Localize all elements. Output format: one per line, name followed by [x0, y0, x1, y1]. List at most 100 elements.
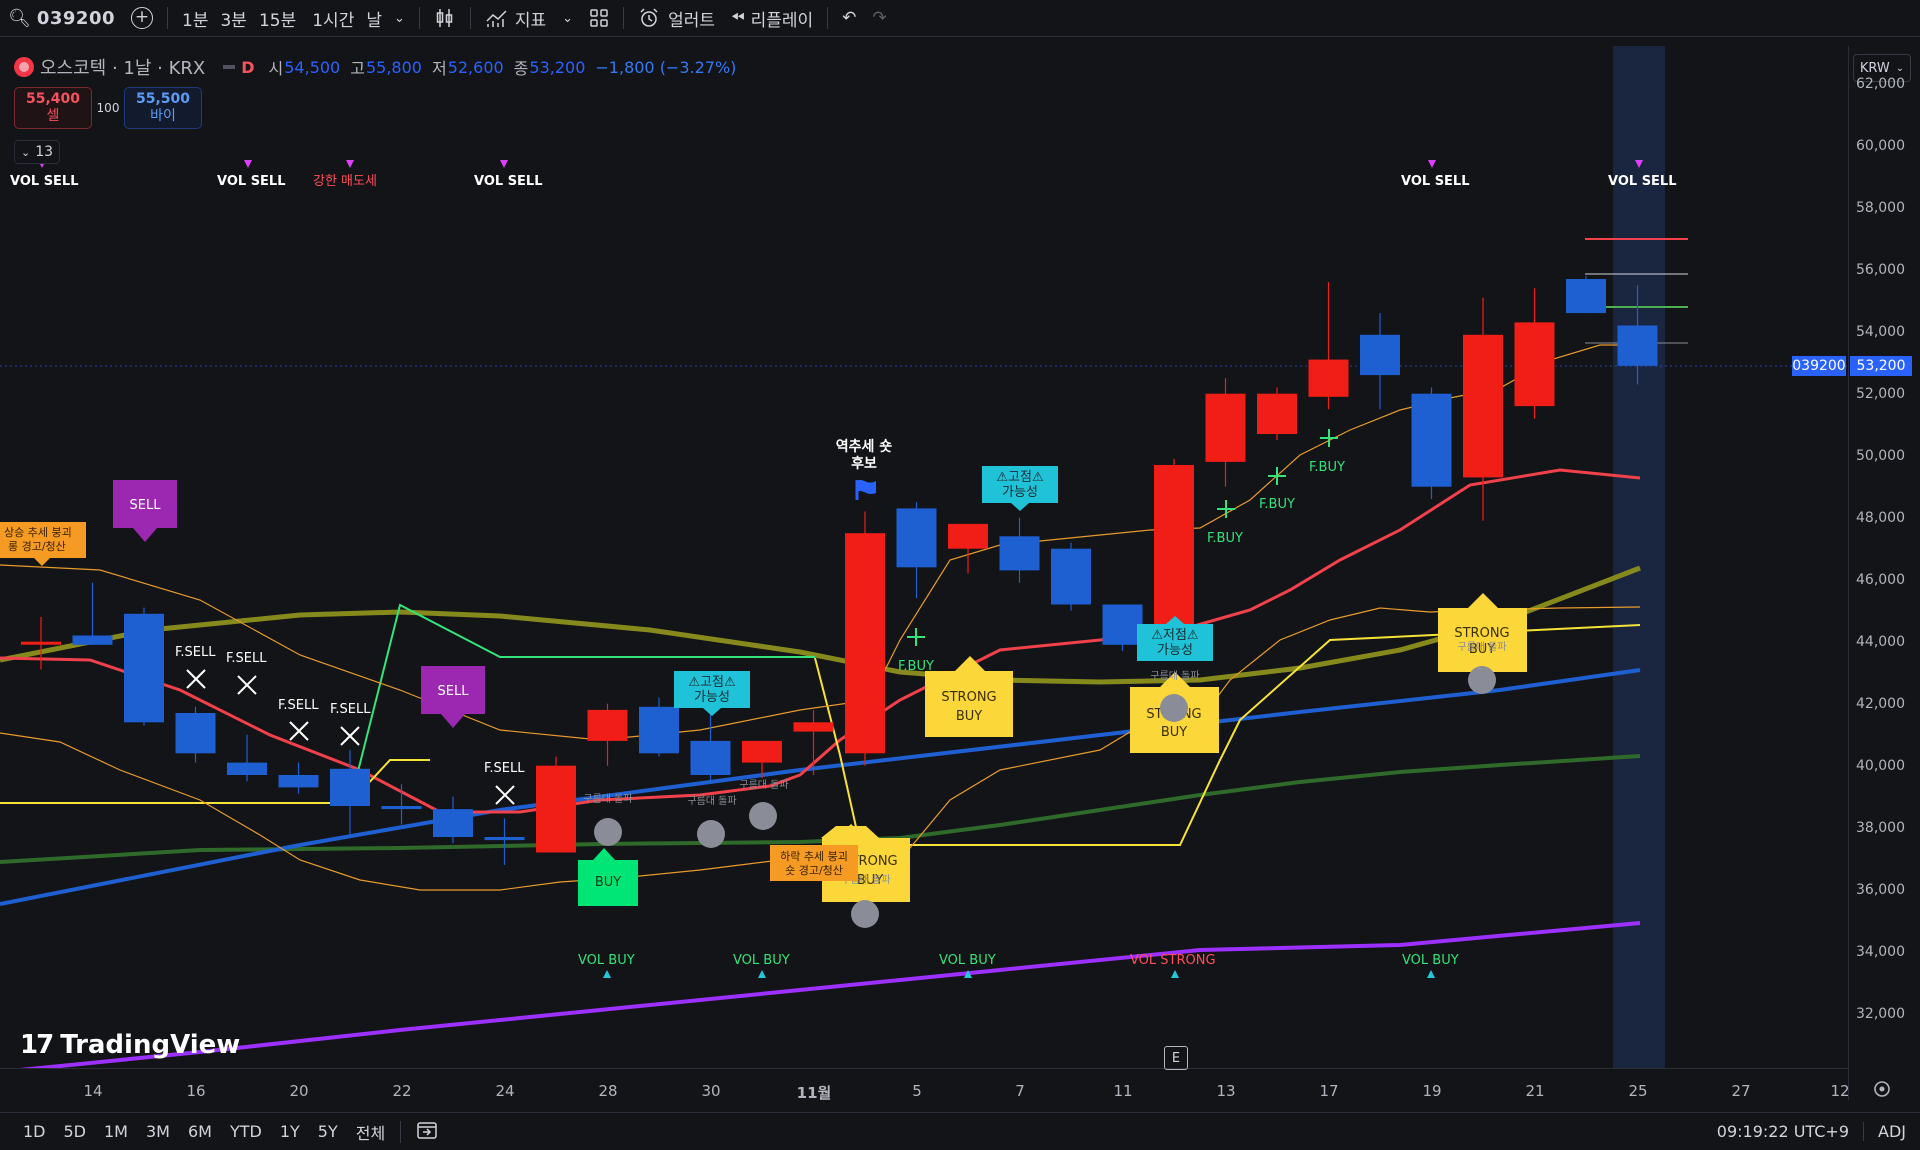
undo-button[interactable]: ↶	[834, 0, 864, 36]
candle-body[interactable]	[587, 709, 628, 741]
interval-dropdown[interactable]: ⌄	[386, 0, 413, 36]
time-axis-label: 20	[289, 1082, 309, 1100]
chart-pane[interactable]: VOL SELL VOL SELL 강한 매도세 VOL SELL VOL SE…	[0, 46, 1848, 1100]
candle-body[interactable]	[793, 722, 834, 732]
interval-1m[interactable]: 1분	[182, 10, 209, 31]
vol-sell-arrow	[244, 160, 252, 168]
svg-text:STRONG: STRONG	[941, 690, 996, 705]
time-scale[interactable]	[0, 1068, 1848, 1103]
price-axis-label: 46,000	[1856, 572, 1905, 588]
candle-body[interactable]	[948, 523, 988, 549]
top-toolbar: 🔍︎ 039200 + 1분 3분 15분 1시간 날 ⌄ 지표 ⌄ 얼러트 ⏪…	[0, 0, 1920, 37]
templates-dropdown[interactable]: ⌄	[554, 0, 581, 36]
buy-button[interactable]: 55,500 바이	[124, 87, 202, 129]
time-axis-label: 13	[1216, 1082, 1236, 1100]
time-axis-label: 28	[598, 1082, 618, 1100]
candle-body[interactable]	[1051, 548, 1091, 605]
range-all[interactable]: 전체	[355, 1123, 386, 1143]
legend-symbol-name[interactable]: 오스코텍 · 1날 · KRX	[40, 58, 206, 79]
currency-selector[interactable]: KRW ⌄	[1853, 54, 1911, 82]
svg-text:숏 경고/청산: 숏 경고/청산	[785, 864, 843, 877]
redo-button[interactable]: ↷	[864, 0, 894, 36]
quantity-field[interactable]: 100	[96, 101, 120, 115]
price-axis-label: 32,000	[1856, 1006, 1905, 1022]
earnings-marker[interactable]: E	[1164, 1046, 1188, 1070]
svg-text:F.BUY: F.BUY	[1207, 531, 1243, 546]
candle-body[interactable]	[1308, 359, 1349, 397]
candle-body[interactable]	[330, 768, 370, 806]
goto-date-button[interactable]	[407, 1120, 447, 1144]
range-6m[interactable]: 6M	[187, 1122, 212, 1141]
range-3m[interactable]: 3M	[145, 1122, 170, 1141]
layout-button[interactable]	[581, 0, 617, 36]
svg-text:가능성: 가능성	[694, 690, 730, 705]
time-axis-label: 25	[1628, 1082, 1648, 1100]
candle-body[interactable]	[433, 809, 473, 837]
candle-body[interactable]	[1411, 393, 1452, 487]
company-logo-icon	[14, 57, 34, 77]
interval-1h[interactable]: 1시간	[312, 10, 355, 31]
chart-type-button[interactable]	[426, 0, 464, 36]
candle-body[interactable]	[690, 740, 731, 775]
downtrend-break-warning: 하락 추세 붕괴 숏 경고/청산	[770, 845, 858, 881]
interval-day[interactable]: 날	[366, 10, 382, 31]
candle-body[interactable]	[845, 533, 885, 754]
svg-text:상승 추세 붕괴: 상승 추세 붕괴	[4, 526, 72, 539]
market-status-icon	[223, 65, 236, 69]
f-sell-markers: F.SELL F.SELL F.SELL F.SELL F.SELL	[175, 645, 525, 805]
alert-label: 얼러트	[668, 10, 715, 31]
candle-body[interactable]	[21, 641, 61, 645]
price-scale[interactable]	[1848, 46, 1920, 1100]
candle-body[interactable]	[742, 740, 782, 763]
range-1y[interactable]: 1Y	[279, 1122, 300, 1141]
candle-body[interactable]	[484, 837, 525, 841]
range-1d[interactable]: 1D	[23, 1122, 46, 1141]
candle-body[interactable]	[72, 635, 113, 645]
candle-body[interactable]	[1514, 322, 1555, 407]
symbol-text: 039200	[36, 7, 116, 29]
candle-body[interactable]	[1102, 604, 1143, 645]
compare-symbol-button[interactable]: +	[123, 0, 161, 36]
range-5y[interactable]: 5Y	[317, 1122, 338, 1141]
candle-body[interactable]	[227, 762, 267, 775]
price-axis-label: 60,000	[1856, 138, 1905, 154]
interval-15m[interactable]: 15분	[258, 10, 297, 31]
adjust-toggle[interactable]: ADJ	[1863, 1122, 1920, 1141]
price-chart[interactable]: VOL SELL VOL SELL 강한 매도세 VOL SELL VOL SE…	[0, 46, 1848, 1068]
alert-button[interactable]: 얼러트	[630, 0, 723, 36]
candle-body[interactable]	[1566, 279, 1606, 314]
candle-body[interactable]	[381, 806, 422, 810]
interval-3m[interactable]: 3분	[220, 10, 247, 31]
candle-body[interactable]	[124, 613, 164, 723]
candle-body[interactable]	[1205, 393, 1246, 462]
candle-body[interactable]	[1463, 334, 1503, 478]
vol-buy-arrow	[758, 970, 766, 978]
chart-settings-button[interactable]	[1872, 1079, 1892, 1104]
candle-body[interactable]	[1360, 334, 1400, 376]
price-axis-label: 34,000	[1856, 944, 1905, 960]
candle-body[interactable]	[278, 775, 319, 788]
candle-body[interactable]	[999, 536, 1040, 571]
vol-buy-label: VOL BUY	[578, 953, 635, 968]
range-1m[interactable]: 1M	[104, 1122, 128, 1141]
close-label: 종	[513, 59, 529, 78]
redo-icon: ↷	[872, 8, 887, 28]
symbol-search[interactable]: 🔍︎ 039200	[0, 0, 123, 36]
candle-body[interactable]	[536, 765, 576, 853]
replay-button[interactable]: ⏪︎ 리플레이	[723, 0, 821, 36]
candle-body[interactable]	[1154, 465, 1194, 645]
candle-body[interactable]	[639, 706, 679, 754]
indicator-list-toggle[interactable]: ⌄ 13	[14, 140, 61, 164]
candle-body[interactable]	[175, 713, 216, 754]
indicators-button[interactable]: 지표	[477, 0, 554, 36]
range-ytd[interactable]: YTD	[229, 1122, 262, 1141]
candle-body[interactable]	[1257, 393, 1297, 434]
sell-signal: SELL	[421, 666, 485, 728]
sell-button[interactable]: 55,400 셀	[14, 87, 92, 129]
timezone-clock[interactable]: 09:19:22 UTC+9	[1716, 1122, 1850, 1141]
range-5d[interactable]: 5D	[63, 1122, 87, 1141]
low-value: 52,600	[447, 57, 504, 77]
time-axis-label: 16	[186, 1082, 206, 1100]
candle-body[interactable]	[896, 508, 937, 568]
candle-body[interactable]	[1617, 325, 1658, 366]
